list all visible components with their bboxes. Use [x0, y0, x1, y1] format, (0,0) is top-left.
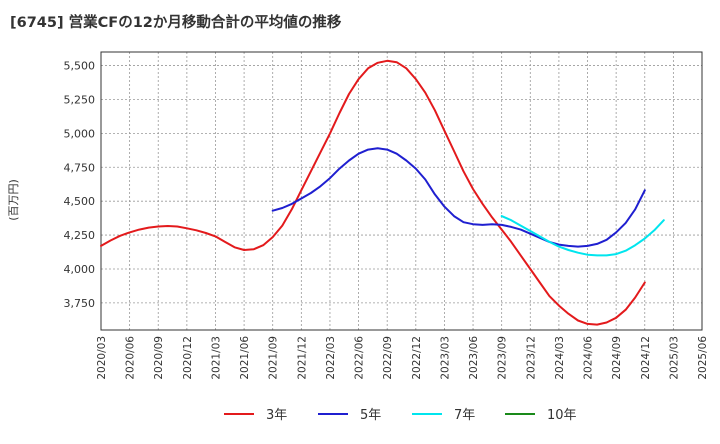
x-tick-label: 2021/09 — [268, 336, 280, 380]
x-tick-label: 2021/03 — [210, 336, 222, 380]
x-tick-label: 2021/12 — [296, 336, 308, 380]
x-tick-label: 2024/03 — [554, 336, 566, 380]
y-tick-label: 3,750 — [64, 297, 96, 310]
x-tick-label: 2025/03 — [668, 336, 680, 380]
axis-layer: 3,750 4,000 4,250 4,500 4,750 5,000 5,250 5,500… — [64, 51, 709, 380]
x-tick-label: 2022/03 — [325, 336, 337, 380]
x-tick-label: 2020/06 — [125, 336, 137, 380]
legend-label: 5年 — [360, 408, 381, 423]
x-tick-label: 2022/09 — [382, 336, 394, 380]
x-tick-label: 2024/06 — [583, 336, 595, 380]
y-tick-label: 4,000 — [64, 263, 96, 276]
y-tick-label: 4,250 — [64, 229, 96, 242]
legend: 3年 5年 7年 10年 — [224, 408, 577, 423]
x-tick-label: 2020/03 — [96, 336, 108, 380]
x-tick-label: 2023/03 — [439, 336, 451, 380]
x-tick-label: 2022/12 — [411, 336, 423, 380]
x-tick-label: 2020/12 — [182, 336, 194, 380]
y-axis-label: (百万円) — [7, 179, 20, 221]
x-tick-label: 2024/12 — [640, 336, 652, 380]
y-tick-label: 5,500 — [64, 60, 96, 73]
legend-label: 10年 — [547, 408, 577, 423]
series-line — [271, 147, 646, 248]
x-tick-label: 2023/12 — [525, 336, 537, 380]
x-tick-label: 2021/06 — [239, 336, 251, 380]
x-tick-label: 2023/06 — [468, 336, 480, 380]
x-tick-label: 2020/09 — [153, 336, 165, 380]
plot-area-border — [100, 51, 703, 331]
x-tick-label: 2024/09 — [611, 336, 623, 380]
legend-label: 3年 — [266, 408, 287, 423]
grid-layer — [101, 52, 702, 330]
series-line — [100, 59, 646, 326]
x-tick-label: 2025/06 — [697, 336, 709, 380]
y-tick-label: 5,250 — [64, 93, 96, 106]
x-tick-label: 2022/06 — [354, 336, 366, 380]
y-tick-label: 4,500 — [64, 195, 96, 208]
x-tick-label: 2023/09 — [497, 336, 509, 380]
chart-title: [6745] 営業CFの12か月移動合計の平均値の推移 — [10, 13, 342, 31]
series-line — [500, 215, 665, 257]
series-layer — [100, 59, 665, 326]
y-tick-label: 4,750 — [64, 161, 96, 174]
legend-label: 7年 — [454, 408, 475, 423]
y-tick-label: 5,000 — [64, 127, 96, 140]
